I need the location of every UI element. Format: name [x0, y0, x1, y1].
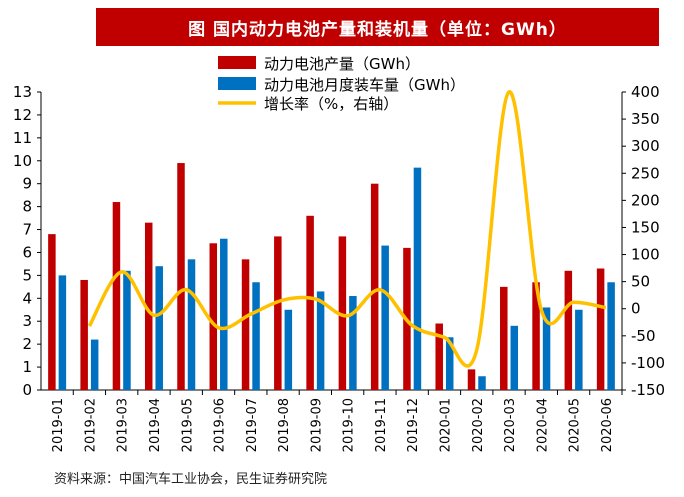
x-tick-label: 2019-11 [374, 398, 389, 452]
legend-swatch-production [218, 56, 256, 69]
y-left-tick-label: 11 [13, 129, 32, 147]
y-left-tick-label: 8 [22, 198, 32, 216]
bar-production [241, 259, 250, 390]
bar-production [338, 236, 347, 390]
y-left-tick-label: 0 [22, 381, 32, 399]
bar-installed [542, 307, 551, 390]
x-tick-label: 2019-10 [342, 398, 357, 452]
bar-installed [284, 309, 293, 390]
x-tick-label: 2019-01 [51, 398, 66, 452]
bar-installed [316, 291, 325, 390]
x-tick-label: 2020-04 [535, 398, 550, 452]
x-tick-label: 2019-09 [309, 398, 324, 452]
y-right-tick-label: -150 [631, 381, 665, 399]
bar-installed [607, 282, 615, 390]
bar-installed [123, 270, 131, 390]
y-left-tick-label: 1 [22, 358, 32, 376]
x-tick-label: 2020-06 [600, 398, 615, 452]
x-tick-label: 2019-06 [213, 398, 228, 452]
y-left-tick-label: 3 [22, 312, 32, 330]
bar-installed [187, 259, 196, 390]
bar-installed [90, 339, 99, 390]
x-tick-label: 2019-04 [148, 398, 163, 452]
x-tick-label: 2019-02 [83, 398, 98, 452]
x-tick-label: 2019-03 [116, 398, 131, 452]
bar-production [370, 183, 379, 390]
bar-production [112, 202, 121, 390]
bar-production [80, 279, 88, 390]
line-growth-rate [87, 90, 607, 368]
chart-title: 图 国内动力电池产量和装机量（单位：GWh） [96, 8, 659, 46]
y-right-tick-label: 150 [631, 218, 660, 236]
bar-production [274, 236, 282, 390]
y-left-tick-label: 13 [13, 83, 32, 101]
bar-production [209, 243, 218, 390]
bar-installed [58, 275, 67, 390]
y-left-tick-label: 12 [13, 106, 32, 124]
source-note: 资料来源：中国汽车工业协会，民生证券研究院 [54, 472, 328, 487]
y-left-tick-label: 6 [22, 243, 32, 261]
bar-production [500, 286, 508, 390]
x-tick-label: 2019-07 [245, 398, 260, 452]
x-tick-label: 2020-05 [568, 398, 583, 452]
x-tick-label: 2020-02 [471, 398, 486, 452]
y-right-tick-label: 0 [631, 300, 641, 318]
bar-production [48, 234, 56, 390]
y-right-tick-label: -50 [631, 327, 656, 345]
y-left-tick-label: 5 [22, 266, 32, 284]
bar-production [435, 323, 443, 390]
x-tick-label: 2019-05 [180, 398, 195, 452]
legend-label-installed: 动力电池月度装车量（GWh） [264, 76, 465, 94]
x-tick-label: 2020-01 [438, 398, 453, 452]
bar-installed [349, 296, 357, 390]
y-left-tick-label: 10 [13, 152, 32, 170]
legend-label-production: 动力电池产量（GWh） [264, 55, 420, 73]
bar-installed [155, 266, 163, 390]
y-right-tick-label: 300 [631, 137, 660, 155]
y-right-tick-label: 200 [631, 191, 660, 209]
y-right-tick-label: 100 [631, 246, 660, 264]
y-right-tick-label: 50 [631, 273, 650, 291]
y-left-tick-label: 7 [22, 221, 32, 239]
x-tick-label: 2019-08 [277, 398, 292, 452]
bar-installed [413, 167, 422, 390]
bar-production [532, 282, 540, 390]
y-left-tick-label: 9 [22, 175, 32, 193]
bar-production [564, 270, 573, 390]
y-right-tick-label: 250 [631, 164, 660, 182]
bar-production [306, 215, 314, 390]
bar-installed [252, 282, 260, 390]
bar-installed [575, 309, 583, 390]
bar-production [467, 369, 476, 390]
x-tick-label: 2020-03 [503, 398, 518, 452]
y-left-tick-label: 4 [22, 289, 32, 307]
legend-label-growth: 增长率（%，右轴） [264, 95, 398, 113]
y-left-tick-label: 2 [22, 335, 32, 353]
bar-production [144, 222, 153, 390]
x-tick-label: 2019-12 [406, 398, 421, 452]
bar-installed [445, 337, 454, 390]
bar-installed [510, 325, 519, 390]
y-right-tick-label: 350 [631, 110, 660, 128]
bar-production [177, 163, 185, 390]
legend-swatch-installed [218, 77, 256, 90]
y-right-tick-label: -100 [631, 354, 665, 372]
bar-installed [381, 245, 389, 390]
bar-installed [478, 376, 486, 390]
y-right-tick-label: 400 [631, 83, 660, 101]
bar-installed [220, 238, 228, 390]
bar-production [596, 268, 605, 390]
